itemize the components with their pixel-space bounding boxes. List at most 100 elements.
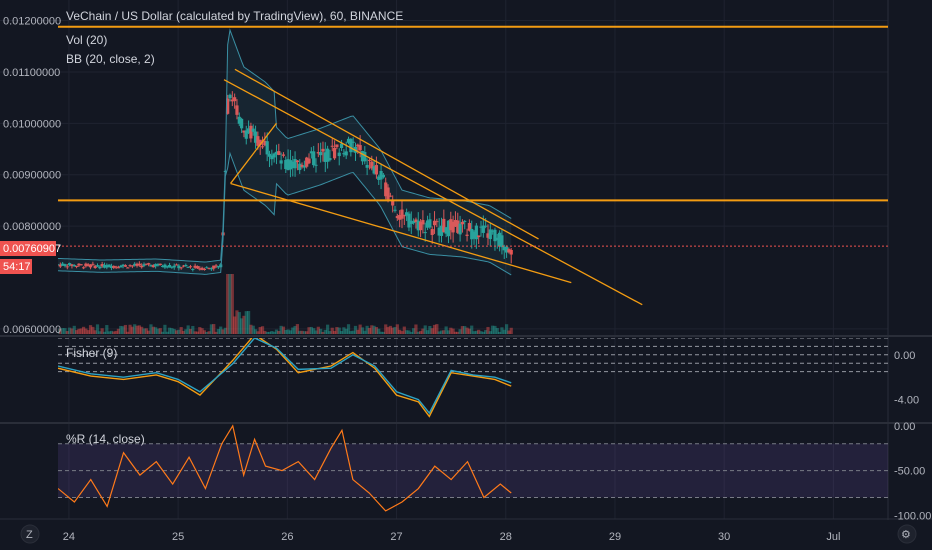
candle-body xyxy=(458,223,462,235)
bollinger-legend[interactable]: BB (20, close, 2) xyxy=(66,52,155,66)
volume-bar xyxy=(437,331,441,334)
candle-body xyxy=(430,229,434,235)
volume-bar xyxy=(425,330,430,334)
candle-body xyxy=(181,265,186,267)
candle-body xyxy=(214,265,218,267)
volume-bar xyxy=(418,331,423,334)
volume-bar xyxy=(388,325,392,334)
candle-body xyxy=(432,220,437,226)
volume-bar xyxy=(421,328,425,334)
volume-bar xyxy=(270,331,274,334)
volume-bar xyxy=(395,324,399,334)
volume-bar xyxy=(284,330,288,334)
candle-body xyxy=(263,141,267,146)
candle-body xyxy=(332,147,337,159)
volume-bar xyxy=(228,274,232,334)
y-tick-label: 0.01000000 xyxy=(3,118,61,130)
wr-pane[interactable] xyxy=(0,424,888,519)
volume-bar xyxy=(237,312,241,334)
volume-bar xyxy=(265,331,269,334)
volume-bar xyxy=(165,331,169,334)
candle-body xyxy=(319,151,323,156)
candle-body xyxy=(449,219,453,231)
volume-bar xyxy=(253,329,258,334)
volume-bar xyxy=(493,325,497,334)
trendline xyxy=(230,122,277,184)
volume-bar xyxy=(240,318,244,334)
volume-bar xyxy=(498,331,502,334)
candle-body xyxy=(265,141,269,155)
candle-body xyxy=(70,264,74,267)
candle-body xyxy=(147,263,151,265)
volume-bar xyxy=(230,274,234,334)
bollinger-band-fill xyxy=(58,30,512,275)
volume-bar xyxy=(112,331,116,334)
y-tick-label: 0.01200000 xyxy=(3,16,61,28)
volume-bar xyxy=(307,327,311,334)
fisher-pane[interactable] xyxy=(0,338,888,422)
volume-bar xyxy=(439,330,444,334)
candle-body xyxy=(384,182,388,197)
price-pane[interactable] xyxy=(0,0,888,334)
candle-body xyxy=(174,264,179,266)
candle-body xyxy=(86,264,90,266)
candle-body xyxy=(484,225,488,227)
volume-bar xyxy=(81,326,86,334)
volume-bar xyxy=(158,328,162,334)
volume-bar xyxy=(223,327,227,334)
candle-body xyxy=(370,161,374,169)
candle-body xyxy=(416,220,420,231)
chart-title[interactable]: VeChain / US Dollar (calculated by Tradi… xyxy=(66,9,403,23)
wr-scale[interactable]: 0.00 -50.00 -100.00 xyxy=(894,421,931,523)
volume-bar xyxy=(123,324,128,334)
candle-body xyxy=(365,164,369,168)
auto-scale-button[interactable] xyxy=(20,524,40,544)
fisher-scale[interactable]: 0.00 -4.00 xyxy=(894,350,919,407)
candle-body xyxy=(377,176,381,180)
volume-bar xyxy=(179,327,183,334)
candle-body xyxy=(472,231,476,239)
candle-body xyxy=(172,265,176,268)
volume-bar xyxy=(135,325,139,334)
volume-bar xyxy=(221,329,225,334)
candle-body xyxy=(114,266,118,268)
volume-bar xyxy=(235,310,239,334)
y-tick-label: 0.00900000 xyxy=(3,170,61,182)
volume-bar xyxy=(137,325,141,334)
settings-button[interactable] xyxy=(897,524,917,544)
grid xyxy=(0,0,888,519)
y-tick-label: -4.00 xyxy=(894,395,919,407)
candle-body xyxy=(451,221,455,233)
volume-bar xyxy=(277,330,281,334)
candle-body xyxy=(356,144,360,147)
bollinger-lower xyxy=(58,151,512,276)
volume-bar xyxy=(370,325,374,334)
candle-body xyxy=(453,220,458,227)
volume-bar xyxy=(107,331,111,334)
volume-bar xyxy=(379,331,383,334)
volume-bar xyxy=(140,326,144,334)
candle-body xyxy=(135,263,139,266)
volume-bar xyxy=(488,331,492,334)
candle-body xyxy=(507,249,511,253)
volume-bar xyxy=(491,325,495,334)
volume-bar xyxy=(219,326,223,334)
volume-bar xyxy=(288,330,293,334)
candle-body xyxy=(93,265,97,268)
time-scale[interactable]: 24 25 26 27 28 29 30 Jul xyxy=(63,531,841,543)
trendline xyxy=(230,182,572,284)
williams-r-legend[interactable]: %R (14, close) xyxy=(66,432,145,446)
candle-body xyxy=(495,237,499,241)
volume-bar xyxy=(402,326,406,334)
volume-legend[interactable]: Vol (20) xyxy=(66,33,107,47)
candle-body xyxy=(133,263,137,266)
candle-body xyxy=(186,266,190,268)
price-scale[interactable]: 0.01200000 0.01100000 0.01000000 0.00900000… xyxy=(3,16,61,336)
candle-body xyxy=(407,213,411,228)
volume-bar xyxy=(451,328,455,334)
candle-body xyxy=(314,164,318,166)
candle-body xyxy=(193,265,197,268)
fisher-legend[interactable]: Fisher (9) xyxy=(66,346,117,360)
candle-body xyxy=(140,265,144,268)
